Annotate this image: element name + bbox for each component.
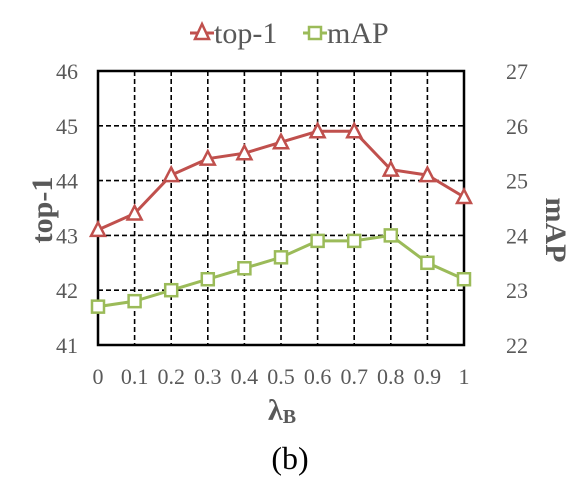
- x-axis-title-main: λ: [268, 394, 283, 427]
- plot-area-frame: [96, 69, 466, 347]
- x-axis-title-subscript: B: [283, 406, 296, 428]
- data-point-top-1: [198, 148, 217, 166]
- data-point-map: [237, 261, 252, 276]
- left-y-axis-title: top-1: [26, 177, 59, 244]
- right-y-tick-label: 27: [506, 59, 528, 84]
- data-point-top-1: [125, 203, 144, 221]
- legend-item-top-1: top-1: [190, 17, 277, 50]
- x-tick-label: 1: [459, 364, 470, 389]
- left-y-tick-label: 46: [56, 59, 78, 84]
- data-point-top-1: [454, 186, 474, 205]
- data-point-map: [310, 233, 325, 249]
- x-tick-labels: 0 0.1 0.2 0.3 0.4 0.5 0.6 0.7 0.8 0.9 1: [93, 364, 470, 389]
- legend-label-map: mAP: [327, 17, 389, 50]
- right-y-tick-label: 25: [506, 169, 528, 194]
- right-y-tick-label: 22: [506, 333, 528, 358]
- figure-caption: (b): [271, 440, 308, 476]
- triangle-marker-icon: [193, 21, 211, 41]
- x-tick-label: 0.5: [267, 364, 295, 389]
- data-point-map: [90, 299, 106, 314]
- data-point-map: [346, 233, 362, 249]
- data-point-top-1: [345, 121, 364, 139]
- data-point-top-1: [418, 164, 437, 183]
- right-y-tick-label: 26: [506, 114, 528, 139]
- left-y-tick-labels: 41 42 43 44 45 46: [56, 59, 78, 358]
- left-y-tick-label: 41: [56, 333, 78, 358]
- x-tick-label: 0.2: [157, 364, 185, 389]
- left-y-tick-label: 45: [56, 114, 78, 139]
- x-tick-label: 0.4: [231, 364, 259, 389]
- data-point-top-1: [381, 159, 400, 177]
- right-y-tick-label: 24: [506, 223, 528, 248]
- data-point-top-1: [308, 121, 327, 139]
- legend-label-top-1: top-1: [214, 17, 277, 50]
- left-y-tick-label: 42: [56, 278, 78, 303]
- data-point-top-1: [88, 219, 108, 238]
- left-y-tick-label: 44: [56, 169, 78, 194]
- square-marker-icon: [307, 25, 323, 41]
- x-tick-label: 0: [93, 364, 104, 389]
- data-point-map: [420, 255, 435, 271]
- data-point-map: [273, 250, 289, 265]
- right-y-axis-title: mAP: [539, 198, 572, 263]
- legend-item-mAP: mAP: [303, 17, 389, 50]
- series-markers: [88, 121, 474, 314]
- data-point-map: [456, 271, 472, 287]
- data-point-top-1: [162, 164, 181, 183]
- data-point-map: [127, 293, 142, 309]
- right-y-tick-label: 23: [506, 278, 528, 303]
- x-tick-label: 0.1: [121, 364, 149, 389]
- x-tick-label: 0.8: [377, 364, 405, 389]
- x-tick-label: 0.6: [304, 364, 332, 389]
- x-tick-label: 0.3: [194, 364, 222, 389]
- x-tick-label: 0.7: [340, 364, 368, 389]
- right-y-tick-labels: 22 23 24 25 26 27: [506, 59, 528, 358]
- data-point-map: [163, 282, 179, 298]
- grid: [98, 71, 464, 345]
- x-tick-label: 0.9: [414, 364, 442, 389]
- data-point-top-1: [235, 142, 254, 161]
- left-y-tick-label: 43: [56, 223, 78, 248]
- legend: top-1 mAP: [190, 17, 389, 50]
- data-point-map: [383, 228, 399, 243]
- data-point-map: [200, 271, 216, 287]
- data-point-top-1: [271, 132, 291, 150]
- x-axis-title: λB: [268, 394, 296, 428]
